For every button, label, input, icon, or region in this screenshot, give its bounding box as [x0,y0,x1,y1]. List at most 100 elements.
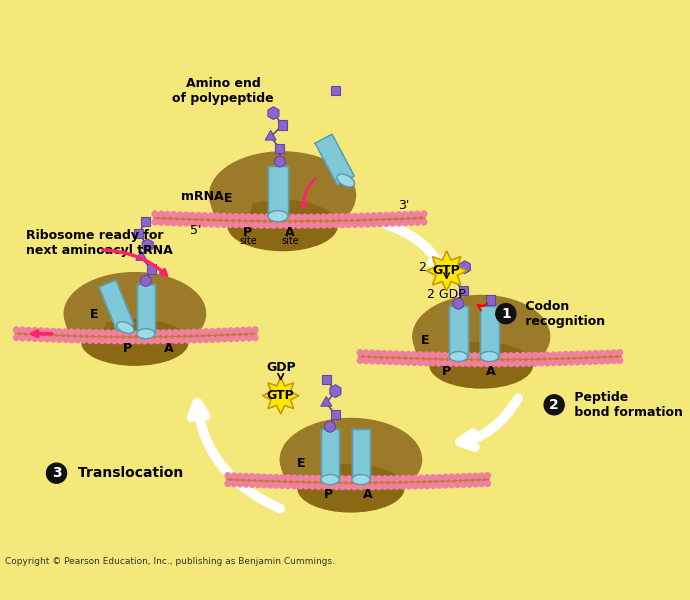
FancyBboxPatch shape [134,229,144,238]
Ellipse shape [137,329,155,339]
Circle shape [562,352,569,357]
Circle shape [605,350,611,356]
Circle shape [599,350,604,356]
Circle shape [38,328,43,334]
Text: GTP: GTP [433,265,460,277]
Circle shape [297,483,303,489]
Circle shape [569,352,574,357]
Circle shape [400,475,406,481]
Circle shape [277,223,283,228]
Circle shape [216,337,221,342]
Circle shape [358,484,364,490]
Circle shape [442,361,447,366]
Circle shape [246,335,252,341]
Circle shape [509,361,514,367]
Circle shape [32,328,37,333]
Circle shape [315,223,320,228]
Circle shape [142,338,148,344]
Circle shape [262,482,267,488]
Text: 1: 1 [501,307,511,320]
Circle shape [185,337,190,343]
Text: E: E [90,308,98,321]
Text: A: A [285,226,295,239]
Circle shape [246,327,252,333]
Circle shape [255,474,261,479]
Circle shape [265,214,270,220]
Polygon shape [315,134,354,185]
Circle shape [514,361,520,367]
Polygon shape [449,307,468,356]
Circle shape [382,484,388,490]
Circle shape [237,473,243,479]
Circle shape [167,330,172,335]
Text: 5': 5' [190,224,201,238]
Text: 2 GDP: 2 GDP [427,288,466,301]
Circle shape [544,352,550,358]
Circle shape [327,222,333,228]
Circle shape [418,483,424,488]
Text: P: P [123,342,132,355]
Circle shape [142,330,148,336]
Circle shape [384,212,389,218]
Text: A: A [362,488,372,501]
Circle shape [243,473,249,479]
Circle shape [402,220,408,226]
Circle shape [172,338,179,343]
Circle shape [400,351,405,357]
Circle shape [228,328,233,334]
Circle shape [472,361,477,367]
Polygon shape [262,377,299,414]
Ellipse shape [117,322,134,334]
Text: 2: 2 [417,261,426,274]
Circle shape [227,214,233,219]
Circle shape [286,475,291,481]
Circle shape [246,222,252,228]
Circle shape [304,475,309,481]
Circle shape [617,358,622,364]
Circle shape [327,214,333,220]
Circle shape [478,361,484,367]
Circle shape [376,476,382,481]
Circle shape [221,336,228,342]
Circle shape [69,329,75,335]
Text: site: site [239,236,257,247]
Circle shape [430,360,435,366]
Circle shape [184,212,189,218]
Ellipse shape [280,418,422,500]
Circle shape [20,327,26,333]
Circle shape [406,352,411,357]
Circle shape [562,359,569,365]
Circle shape [358,213,364,219]
Circle shape [413,483,418,489]
Circle shape [112,338,117,344]
Circle shape [421,219,426,225]
Circle shape [221,328,228,334]
Circle shape [461,473,466,479]
Circle shape [605,358,611,364]
Circle shape [106,338,111,344]
Circle shape [215,221,220,227]
Circle shape [118,330,124,335]
Circle shape [46,463,66,483]
Circle shape [148,330,154,335]
Circle shape [240,335,246,341]
Circle shape [460,361,466,367]
Text: E: E [420,334,429,347]
Circle shape [418,475,424,481]
Circle shape [448,482,454,488]
Circle shape [455,482,460,488]
Text: Translocation: Translocation [73,466,183,480]
Circle shape [424,352,429,358]
Circle shape [581,351,586,356]
Circle shape [346,484,351,490]
Circle shape [369,350,375,356]
Circle shape [352,214,358,219]
Circle shape [93,338,99,343]
Circle shape [279,483,285,488]
Circle shape [215,213,220,219]
Circle shape [171,212,177,217]
Ellipse shape [352,475,370,485]
Circle shape [437,482,442,488]
Circle shape [258,214,264,220]
Circle shape [87,329,92,335]
